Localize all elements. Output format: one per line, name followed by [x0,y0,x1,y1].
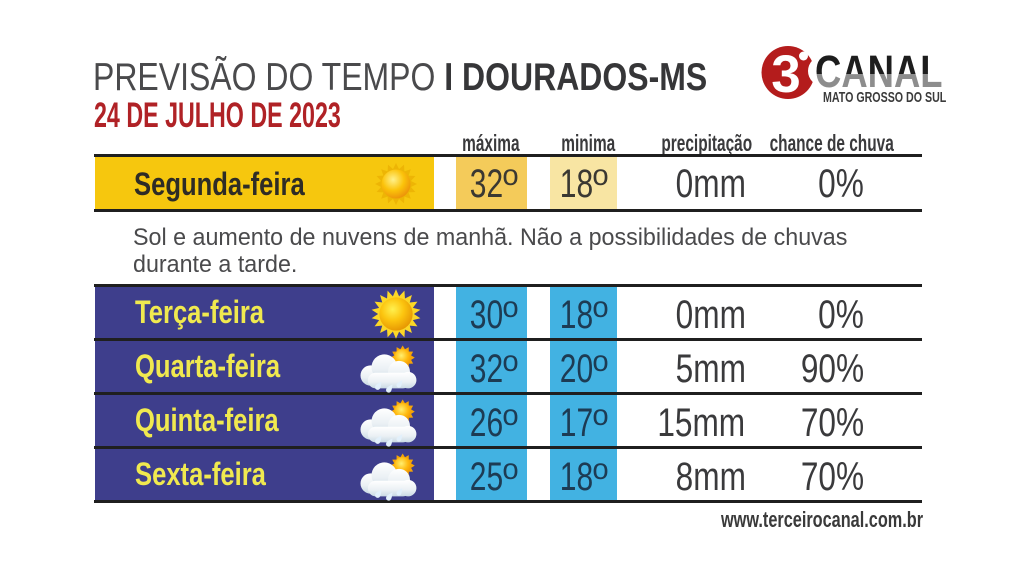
svg-text:3: 3 [771,45,800,104]
